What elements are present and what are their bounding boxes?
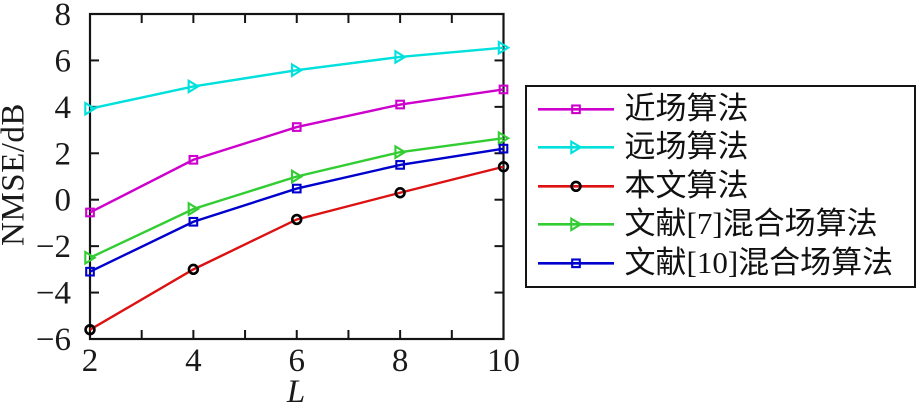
square-marker (291, 183, 302, 194)
triangle-right-marker (290, 62, 304, 78)
y-tick-label: −6 (36, 322, 71, 358)
legend-swatch (537, 217, 614, 233)
legend-swatch (537, 139, 614, 155)
triangle-right-marker (84, 250, 97, 266)
square-marker (498, 84, 509, 95)
triangle-right-marker (394, 49, 407, 65)
square-marker (498, 143, 509, 154)
y-axis-label: NMSE/dB (0, 103, 32, 246)
triangle-right-marker (394, 144, 407, 160)
legend-item: 近场算法 (527, 90, 914, 129)
series-line-0 (89, 88, 504, 214)
triangle-right-marker (569, 139, 583, 155)
square-marker (570, 258, 581, 269)
square-marker (395, 99, 405, 110)
y-tick-label: 0 (55, 183, 72, 219)
triangle-right-marker (187, 201, 201, 217)
legend-item-label: 本文算法 (624, 167, 749, 203)
legend-swatch (537, 103, 614, 114)
square-marker (188, 216, 199, 227)
square-marker (85, 207, 95, 218)
axes-box (88, 12, 505, 341)
y-tick-label: 8 (55, 0, 72, 33)
square-marker (570, 103, 581, 114)
y-tick-label: 4 (55, 90, 72, 126)
y-tick-label: −2 (36, 229, 71, 265)
legend-item-label: 文献[7]混合场算法 (624, 206, 878, 242)
x-tick-label: 8 (392, 343, 409, 379)
legend-swatch (537, 258, 614, 269)
legend-item-label: 远场算法 (624, 129, 749, 165)
x-tick-label: 4 (185, 343, 202, 379)
circle-marker (394, 187, 406, 199)
circle-marker (84, 324, 96, 336)
circle-marker (291, 213, 303, 226)
series-line-4 (89, 147, 504, 273)
legend-swatch (537, 180, 614, 192)
x-tick-label: 2 (82, 343, 99, 379)
triangle-right-marker (569, 217, 583, 233)
legend-item: 本文算法 (527, 167, 914, 206)
triangle-right-marker (84, 101, 97, 117)
y-tick-label: 6 (55, 43, 72, 79)
triangle-right-marker (187, 78, 201, 94)
legend-item-label: 近场算法 (624, 90, 749, 126)
series-line-3 (89, 137, 504, 259)
circle-marker (497, 161, 510, 173)
series-line-1 (89, 46, 504, 110)
square-marker (85, 266, 95, 277)
square-marker (291, 122, 302, 132)
x-tick-label: 6 (289, 343, 306, 379)
triangle-right-marker (497, 40, 511, 56)
x-axis-label: L (286, 374, 306, 409)
y-tick-label: −4 (36, 276, 71, 312)
circle-marker (187, 263, 200, 276)
legend-item: 文献[10]混合场算法 (527, 244, 914, 283)
square-marker (395, 160, 405, 170)
triangle-right-marker (497, 130, 511, 146)
circle-marker (569, 180, 582, 192)
legend-item-label: 文献[10]混合场算法 (624, 244, 894, 280)
legend-item: 文献[7]混合场算法 (527, 205, 914, 244)
x-tick-label: 10 (487, 343, 520, 379)
triangle-right-marker (290, 168, 304, 185)
y-tick-label: 2 (55, 136, 72, 172)
legend-box: 近场算法 远场算法 本文算法 文献[7]混合场算法 文献[10]混合场算法 (524, 84, 916, 288)
legend-item: 远场算法 (527, 128, 914, 167)
square-marker (188, 154, 199, 165)
series-line-2 (89, 165, 504, 331)
